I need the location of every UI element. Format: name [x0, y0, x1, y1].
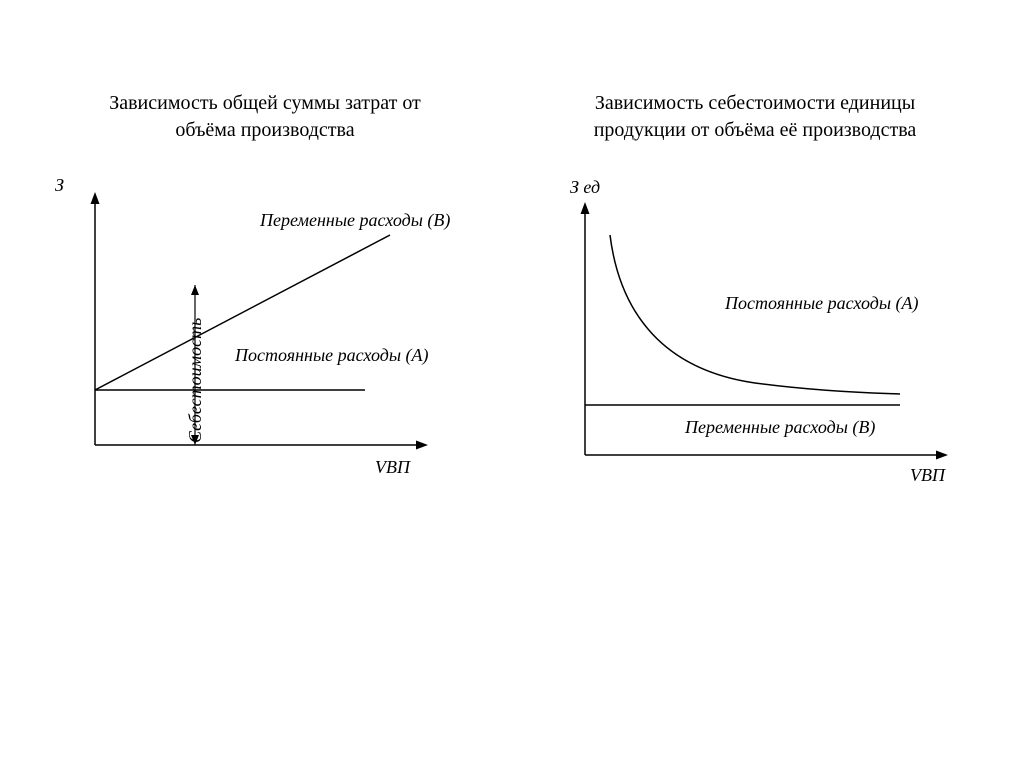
left-cost-span-label: Себестоимость: [185, 318, 206, 443]
right-variable-cost-label: Переменные расходы (В): [685, 417, 875, 438]
right-chart-title: Зависимость себестоимости единицы продук…: [545, 90, 965, 144]
left-title-line1: Зависимость общей суммы затрат от: [109, 92, 421, 114]
left-cost-span-arrow-top: [191, 285, 199, 295]
left-y-axis-label: З: [55, 175, 64, 196]
left-chart: З VВП Переменные расходы (В) Постоянные …: [55, 195, 465, 485]
left-variable-cost-label: Переменные расходы (В): [260, 210, 450, 231]
left-title-line2: объёма производства: [175, 119, 354, 141]
right-title-line2: продукции от объёма её производства: [594, 119, 917, 141]
left-chart-title: Зависимость общей суммы затрат от объёма…: [75, 90, 455, 144]
right-y-axis-label: З ед: [570, 177, 600, 198]
left-chart-svg: [55, 195, 465, 485]
right-chart: З ед VВП Постоянные расходы (А) Переменн…: [555, 195, 975, 485]
right-chart-svg: [555, 195, 975, 485]
right-x-axis-label: VВП: [910, 465, 945, 486]
page: Зависимость общей суммы затрат от объёма…: [0, 0, 1024, 767]
left-variable-cost-line: [95, 235, 390, 390]
right-constant-cost-label: Постоянные расходы (А): [725, 293, 919, 314]
left-x-axis-label: VВП: [375, 457, 410, 478]
right-title-line1: Зависимость себестоимости единицы: [595, 92, 915, 114]
left-constant-cost-label: Постоянные расходы (А): [235, 345, 429, 366]
right-constant-cost-curve: [610, 235, 900, 394]
